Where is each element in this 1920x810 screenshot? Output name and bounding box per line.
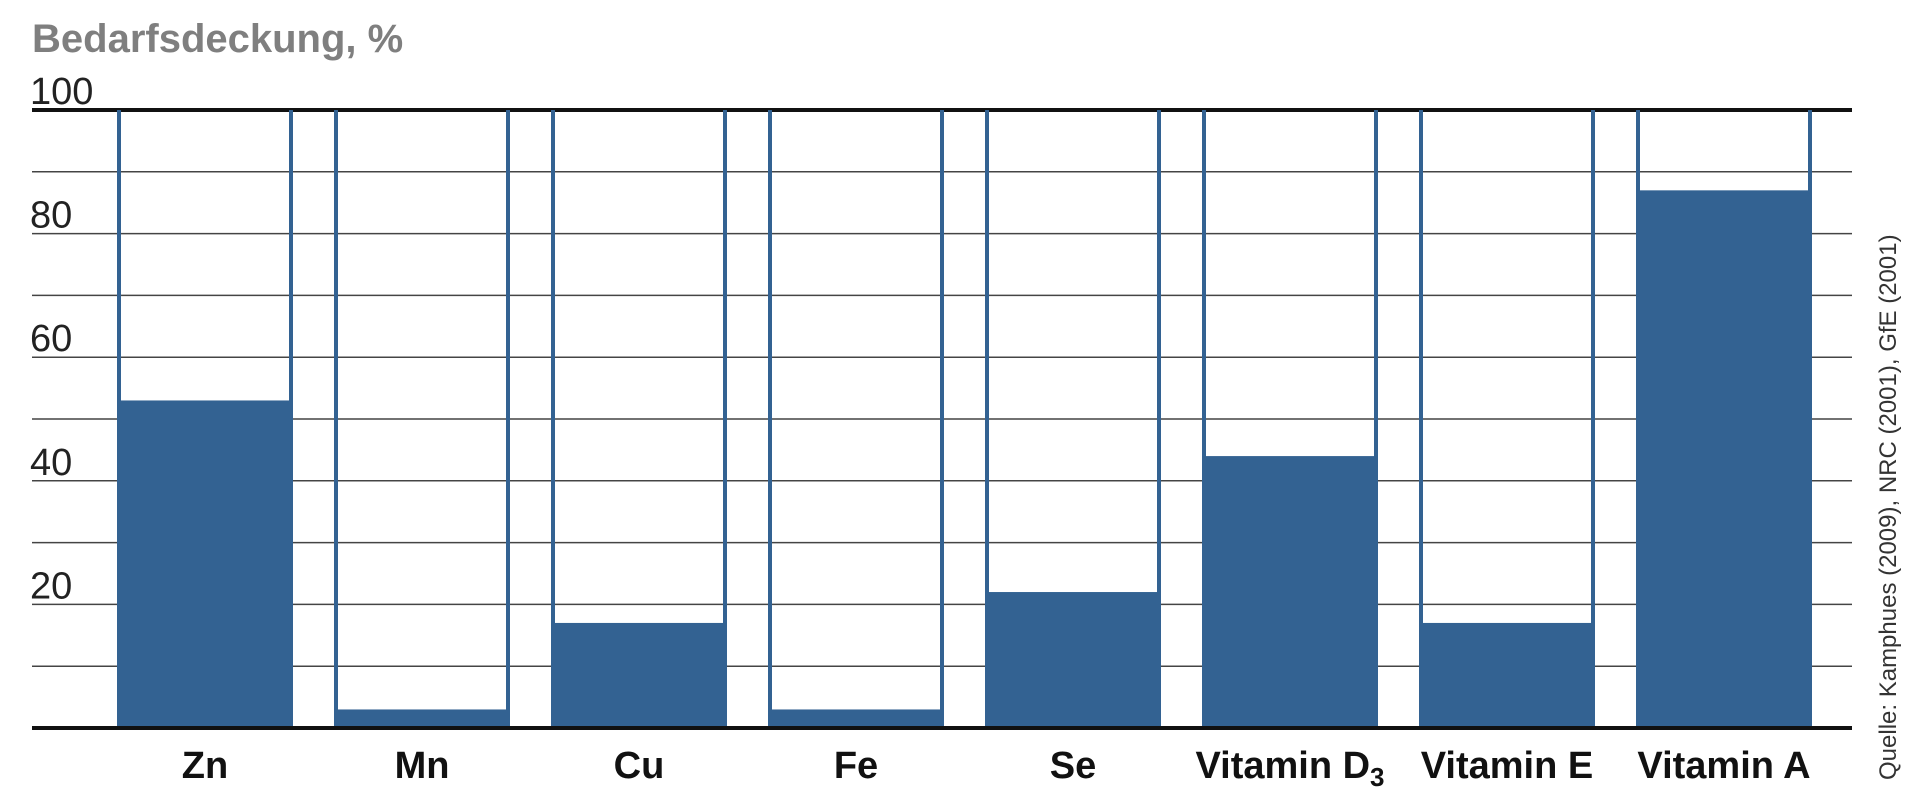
y-tick-labels: 20 40 60 80 100 bbox=[30, 71, 93, 607]
category-label: Mn bbox=[395, 745, 450, 787]
y-tick-label: 40 bbox=[30, 442, 72, 484]
y-tick-label: 20 bbox=[30, 565, 72, 607]
category-label: Vitamin E bbox=[1421, 745, 1593, 787]
category-label: Zn bbox=[182, 745, 228, 787]
y-tick-label: 80 bbox=[30, 195, 72, 237]
y-tick-label: 60 bbox=[30, 318, 72, 360]
bar bbox=[770, 709, 942, 728]
y-axis-title: Bedarfsdeckung, % bbox=[32, 17, 403, 61]
category-labels: Zn Mn Cu Fe Se Vitamin D3 Vitamin E Vitamin A bbox=[182, 745, 1811, 792]
category-label: Vitamin A bbox=[1637, 745, 1810, 787]
bar bbox=[1421, 622, 1593, 728]
category-label: Vitamin D3 bbox=[1195, 745, 1384, 792]
category-label: Cu bbox=[614, 745, 665, 787]
y-tick-label: 100 bbox=[30, 71, 93, 113]
bar bbox=[1638, 190, 1810, 729]
bar bbox=[553, 622, 725, 728]
bar bbox=[336, 709, 508, 728]
source-note: Quelle: Kamphues (2009), NRC (2001), GfE… bbox=[1875, 234, 1902, 780]
category-label: Se bbox=[1050, 745, 1096, 787]
bar bbox=[1204, 456, 1376, 728]
bar bbox=[987, 592, 1159, 728]
bar bbox=[119, 400, 291, 728]
category-label: Fe bbox=[834, 745, 878, 787]
bars bbox=[32, 110, 1852, 730]
